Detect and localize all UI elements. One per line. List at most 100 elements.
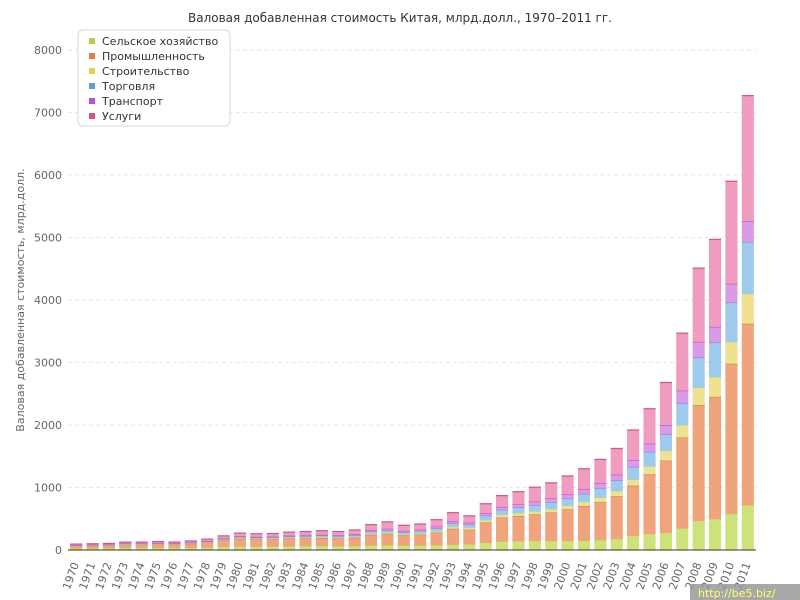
bar-segment xyxy=(528,511,541,515)
bar-segment xyxy=(201,539,214,541)
y-tick-labels: 0 1000 2000 3000 4000 5000 6000 7000 8000 xyxy=(34,44,62,557)
bar-segment xyxy=(119,542,132,544)
bar-segment xyxy=(348,545,361,550)
bar-segment xyxy=(381,545,394,550)
legend-swatch xyxy=(89,113,95,119)
bar-segment xyxy=(741,293,754,324)
bar-segment xyxy=(463,515,476,523)
bar-segment xyxy=(168,547,181,550)
bar-segment xyxy=(430,545,443,550)
bar-segment xyxy=(201,542,214,548)
bar-segment xyxy=(643,408,656,444)
bar-segment xyxy=(283,546,296,550)
bar-segment xyxy=(627,479,640,486)
bar-segment xyxy=(414,530,427,534)
bar-segment xyxy=(627,485,640,536)
bar-segment xyxy=(659,425,672,435)
y-tick-label: 6000 xyxy=(34,169,62,182)
bar-segment xyxy=(152,547,165,550)
bar-segment xyxy=(577,501,591,506)
y-tick-label: 7000 xyxy=(34,107,62,120)
y-tick-label: 1000 xyxy=(34,482,62,495)
bar-segment xyxy=(676,437,689,529)
bar-segment xyxy=(577,493,591,502)
bar-segment xyxy=(512,504,525,508)
bar-segment xyxy=(479,520,492,523)
chart-title: Валовая добавленная стоимость Китая, млр… xyxy=(188,11,612,25)
bar-segment xyxy=(725,363,738,514)
legend-box xyxy=(77,29,231,127)
bar-segment xyxy=(479,542,492,550)
bar-segment xyxy=(545,512,558,541)
bar-segment xyxy=(627,460,640,467)
bar-segment xyxy=(364,524,378,531)
bar-segment xyxy=(545,502,558,510)
bar-segment xyxy=(708,326,722,343)
watermark-text: http://be5.biz/ xyxy=(698,587,776,600)
bar-segment xyxy=(528,487,541,502)
legend-label: Строительство xyxy=(102,65,190,78)
bar-segment xyxy=(561,475,574,495)
bar-segment xyxy=(446,521,460,524)
bars xyxy=(70,95,754,550)
bar-segment xyxy=(561,509,574,541)
bar-segment xyxy=(512,515,525,541)
bar-segment xyxy=(102,545,116,548)
bar-segment xyxy=(381,532,394,534)
bar-segment xyxy=(348,529,361,535)
bar-segment xyxy=(283,538,296,547)
bar-segment xyxy=(561,498,574,506)
bar-segment xyxy=(725,341,738,364)
bar-segment xyxy=(364,545,378,550)
bar-segment xyxy=(610,448,623,475)
bar-segment xyxy=(348,537,361,546)
bar-segment xyxy=(496,506,509,510)
watermark-bg xyxy=(690,584,800,600)
bar-segment xyxy=(496,495,509,507)
bar-segment xyxy=(446,544,460,550)
bar-segment xyxy=(512,540,525,550)
bar-segment xyxy=(741,241,754,294)
bar-segment xyxy=(463,529,476,545)
legend-label: Промышленность xyxy=(102,50,205,63)
bar-segment xyxy=(512,507,525,513)
bar-segment xyxy=(315,538,328,546)
bar-segment xyxy=(250,533,263,537)
bar-segment xyxy=(233,546,247,550)
bar-segment xyxy=(577,505,591,541)
bar-segment xyxy=(233,536,247,539)
bar-segment xyxy=(708,376,722,397)
bar-segment xyxy=(135,542,148,544)
bar-segment xyxy=(201,547,214,550)
bar-segment xyxy=(528,514,541,541)
bar-segment xyxy=(414,545,427,550)
bar-segment xyxy=(430,519,443,527)
bar-segment xyxy=(332,531,345,536)
bar-segment xyxy=(70,548,83,550)
bar-segment xyxy=(725,181,738,284)
bar-segment xyxy=(594,459,607,484)
bar-segment xyxy=(741,505,754,550)
bar-segment xyxy=(446,528,460,545)
bar-segment xyxy=(348,535,361,537)
bar-segment xyxy=(496,514,509,518)
bar-segment xyxy=(725,302,738,342)
x-tick-labels: 1970197119721973197419751976197719781979… xyxy=(60,561,753,592)
bar-segment xyxy=(610,474,623,481)
bar-segment xyxy=(332,545,345,550)
bar-segment xyxy=(627,535,640,550)
bar-segment xyxy=(610,496,623,539)
bar-segment xyxy=(594,483,607,489)
bar-segment xyxy=(430,526,443,529)
bar-segment xyxy=(659,532,672,550)
bar-segment xyxy=(643,533,656,550)
bar-segment xyxy=(397,545,410,550)
bar-segment xyxy=(102,547,116,550)
bar-segment xyxy=(364,534,378,546)
bar-segment xyxy=(168,542,181,544)
bar-segment xyxy=(397,535,410,546)
bar-segment xyxy=(414,524,427,530)
bar-segment xyxy=(577,540,591,550)
bar-segment xyxy=(708,396,722,519)
